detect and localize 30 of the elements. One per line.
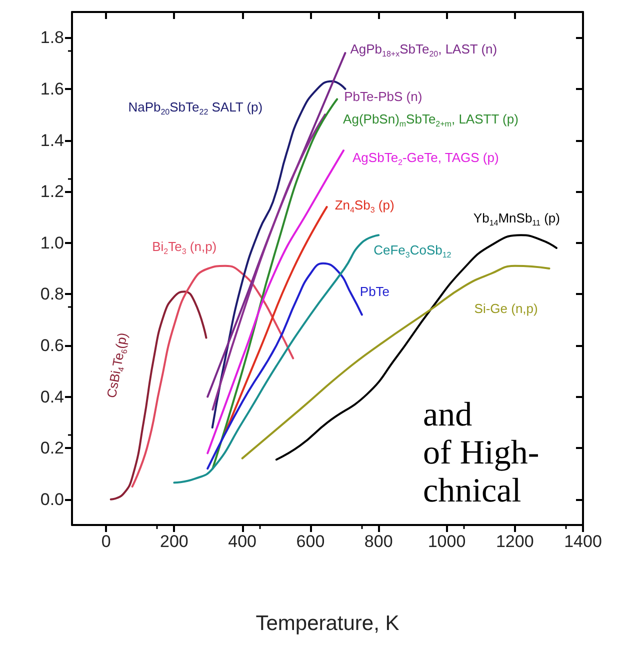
line-series bbox=[131, 264, 294, 488]
annotation: of High- bbox=[423, 434, 540, 472]
y-tick-label: 0.8 bbox=[40, 284, 64, 304]
line-series bbox=[224, 206, 328, 434]
y-tick-label: 1.6 bbox=[40, 79, 64, 98]
y-tick-label: 1.0 bbox=[40, 233, 64, 252]
series-label: Si-Ge (n,p) bbox=[474, 301, 538, 316]
series-label: PbTe-PbS (n) bbox=[344, 89, 422, 104]
y-tick-label: 0.6 bbox=[40, 336, 64, 355]
y-tick-label: 0.4 bbox=[40, 387, 64, 406]
series-label: PbTe bbox=[360, 284, 390, 300]
x-tick-label: 600 bbox=[296, 532, 325, 551]
x-tick-label: 0 bbox=[101, 532, 111, 551]
x-axis-title: Temperature, K bbox=[256, 612, 400, 635]
x-tick-label: 800 bbox=[364, 532, 393, 551]
x-tick-label: 1400 bbox=[564, 532, 602, 551]
y-tick-label: 1.8 bbox=[40, 28, 64, 48]
x-tick-label: 400 bbox=[228, 532, 257, 551]
x-tick-label: 200 bbox=[160, 532, 188, 551]
text: CsBi4Te6(p) bbox=[104, 331, 130, 400]
line-series bbox=[206, 262, 363, 470]
y-tick-label: 1.4 bbox=[40, 130, 64, 150]
annotation: chnical bbox=[423, 472, 522, 510]
annotation: and bbox=[423, 396, 472, 434]
x-tick-label: 1000 bbox=[428, 532, 466, 551]
line-series bbox=[110, 290, 208, 500]
y-tick-label: 0.0 bbox=[40, 490, 64, 509]
y-tick-label: 1.2 bbox=[40, 182, 64, 202]
x-tick-label: 1200 bbox=[496, 532, 534, 551]
y-tick-label: 0.2 bbox=[40, 438, 64, 458]
